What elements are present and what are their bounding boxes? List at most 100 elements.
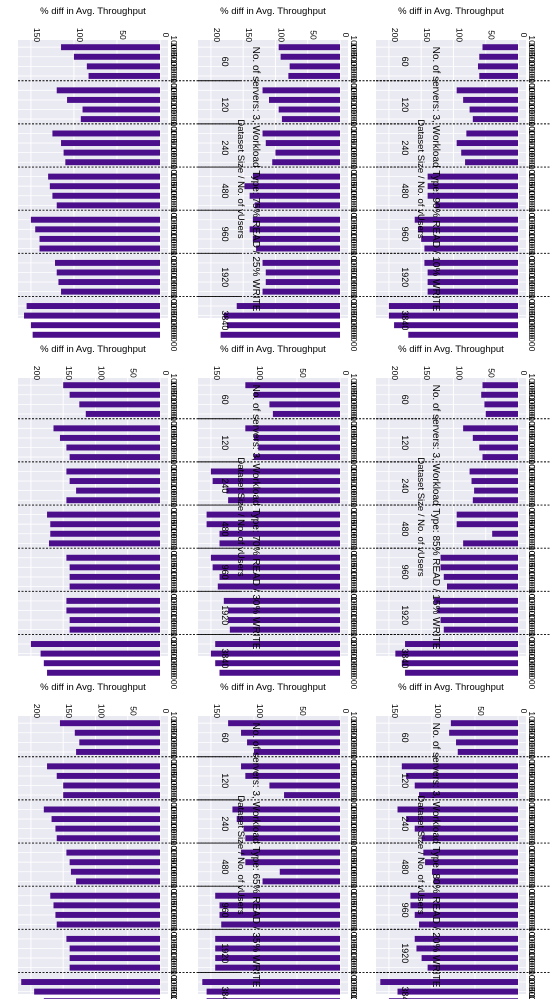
bar-120-1000000 bbox=[80, 116, 160, 123]
bar-240-100000 bbox=[236, 816, 340, 823]
bar-1920-10000 bbox=[55, 259, 161, 266]
group-label: 240 bbox=[220, 140, 230, 155]
category-tick-label: 500000 bbox=[527, 433, 537, 462]
bar-1920-500000 bbox=[228, 617, 340, 624]
bar-960-10000 bbox=[410, 892, 518, 899]
category-tick-label: 1000000 bbox=[169, 527, 179, 560]
category-tick-label: 100000 bbox=[169, 805, 179, 834]
x-axis-title: % diff in Avg. Throughput bbox=[398, 344, 504, 355]
category-tick-label: 1000000 bbox=[169, 397, 179, 430]
category-tick-label: 100000 bbox=[527, 719, 537, 748]
category-tick-label: 1000000 bbox=[527, 484, 537, 517]
category-tick-label: 500000 bbox=[169, 138, 179, 167]
x-tick-label: 50 bbox=[476, 706, 486, 716]
category-tick-label: 1000000 bbox=[349, 779, 359, 812]
category-tick-label: 10000 bbox=[527, 208, 537, 232]
category-tick-label: 500000 bbox=[169, 390, 179, 419]
category-tick-label: 1000000 bbox=[169, 735, 179, 768]
bar-1920-500000 bbox=[265, 279, 340, 286]
category-tick-label: 1000000 bbox=[349, 59, 359, 92]
bar-240-500000 bbox=[275, 149, 340, 156]
bar-960-500000 bbox=[69, 573, 160, 580]
bar-960-1000000 bbox=[56, 921, 160, 928]
bar-60-10000 bbox=[450, 720, 518, 727]
category-tick-label: 1000000 bbox=[349, 484, 359, 517]
group-label: 3840 bbox=[220, 648, 230, 668]
category-tick-label: 500000 bbox=[527, 814, 537, 843]
bar-960-10000 bbox=[66, 554, 160, 561]
bar-3840-1000000 bbox=[220, 331, 340, 338]
bar-1920-500000 bbox=[427, 279, 518, 286]
bar-240-1000000 bbox=[66, 497, 160, 504]
bar-240-10000 bbox=[52, 130, 161, 137]
x-tick-label: 100 bbox=[454, 28, 464, 42]
bar-960-500000 bbox=[219, 911, 340, 918]
bar-120-100000 bbox=[67, 96, 160, 103]
category-tick-label: 100000 bbox=[169, 172, 179, 201]
category-tick-label: 10000 bbox=[349, 294, 359, 318]
category-tick-label: 10000 bbox=[527, 122, 537, 146]
bar-60-500000 bbox=[289, 63, 340, 70]
bar-240-1000000 bbox=[65, 159, 160, 166]
category-tick-label: 500000 bbox=[169, 814, 179, 843]
y-axis-title: Dataset Size / No. of vUsers bbox=[235, 795, 246, 915]
bar-60-1000000 bbox=[88, 72, 160, 79]
category-tick-label: 100000 bbox=[169, 596, 179, 625]
bar-60-10000 bbox=[278, 44, 340, 51]
group-label: 240 bbox=[220, 816, 230, 831]
category-tick-label: 10000 bbox=[349, 417, 359, 441]
category-tick-label: 10000 bbox=[349, 546, 359, 570]
bar-960-10000 bbox=[50, 892, 160, 899]
bar-1920-1000000 bbox=[61, 288, 160, 295]
category-tick-label: 1000000 bbox=[169, 103, 179, 136]
bar-1920-100000 bbox=[427, 269, 518, 276]
category-tick-label: 10000 bbox=[169, 35, 179, 59]
bar-3840-10000 bbox=[30, 641, 161, 647]
bar-1920-10000 bbox=[424, 259, 518, 266]
bar-60-100000 bbox=[449, 729, 518, 736]
chart-panel: 0501001502001000010000050000010000006010… bbox=[376, 6, 550, 352]
bar-240-10000 bbox=[66, 468, 160, 475]
bar-60-100000 bbox=[73, 53, 160, 60]
bar-480-100000 bbox=[69, 859, 160, 866]
category-tick-label: 1000000 bbox=[169, 232, 179, 265]
bar-120-500000 bbox=[269, 782, 340, 789]
category-tick-label: 10000 bbox=[169, 79, 179, 103]
x-tick-label: 50 bbox=[129, 368, 139, 378]
group-label: 60 bbox=[220, 395, 230, 405]
bar-120-1000000 bbox=[63, 792, 160, 799]
bar-1920-500000 bbox=[421, 955, 518, 962]
x-tick-label: 50 bbox=[298, 706, 308, 716]
category-tick-label: 1000000 bbox=[169, 994, 179, 999]
category-tick-label: 100000 bbox=[349, 381, 359, 410]
bar-1920-10000 bbox=[414, 935, 518, 942]
group-label: 1920 bbox=[220, 605, 230, 625]
category-tick-label: 100000 bbox=[169, 891, 179, 920]
bar-3840-10000 bbox=[405, 641, 518, 647]
bar-240-500000 bbox=[414, 825, 518, 832]
bar-120-1000000 bbox=[419, 792, 518, 799]
category-tick-label: 100000 bbox=[527, 934, 537, 963]
group-label: 240 bbox=[400, 816, 410, 831]
bar-480-1000000 bbox=[262, 878, 340, 885]
group-label: 3840 bbox=[400, 986, 410, 999]
category-tick-label: 10000 bbox=[527, 546, 537, 570]
bar-3840-1000000 bbox=[408, 331, 518, 338]
category-tick-label: 10000 bbox=[349, 927, 359, 951]
bar-480-500000 bbox=[249, 192, 340, 199]
bar-960-10000 bbox=[215, 892, 340, 899]
category-tick-label: 100000 bbox=[169, 510, 179, 539]
category-tick-label: 1000000 bbox=[169, 189, 179, 222]
category-tick-label: 10000 bbox=[349, 755, 359, 779]
group-label: 960 bbox=[400, 565, 410, 580]
bar-120-10000 bbox=[262, 87, 340, 94]
bar-240-100000 bbox=[265, 140, 340, 147]
bar-240-100000 bbox=[69, 478, 160, 485]
bar-60-10000 bbox=[482, 44, 518, 51]
category-tick-label: 10000 bbox=[527, 884, 537, 908]
category-tick-label: 10000 bbox=[527, 927, 537, 951]
bar-1920-1000000 bbox=[215, 964, 340, 971]
category-tick-label: 100000 bbox=[349, 424, 359, 453]
x-tick-label: 200 bbox=[32, 704, 42, 718]
